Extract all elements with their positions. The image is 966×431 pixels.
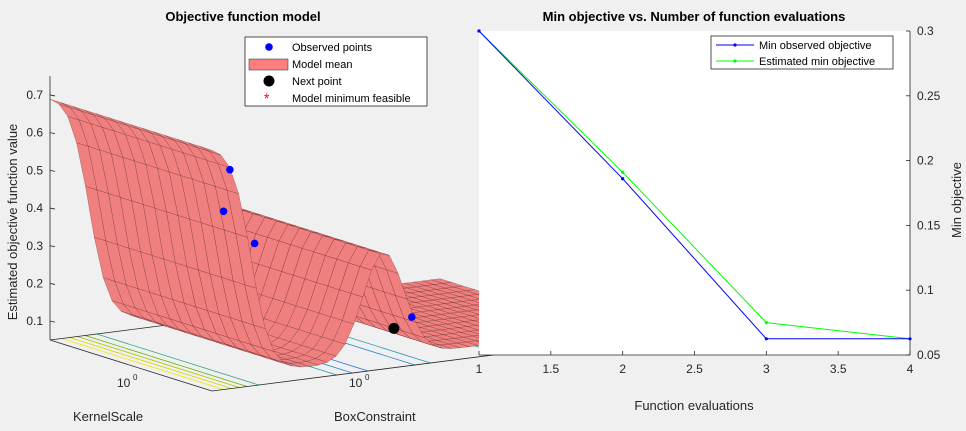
y-tick-label: 0.1: [917, 283, 934, 297]
legend-label-model-minimum: Model minimum feasible: [292, 93, 411, 105]
observed-point: [408, 313, 416, 321]
z-tick-mark: [49, 207, 56, 210]
legend-label-observed: Observed points: [292, 42, 373, 54]
y-axis-label: Min objective: [949, 162, 964, 238]
y-tick-boxconstraint: 10 0: [349, 373, 370, 390]
observed-points-marker: [265, 43, 273, 51]
series-point: [621, 177, 625, 181]
series-point: [477, 29, 481, 33]
legend-label-min-observed: Min observed objective: [759, 40, 872, 52]
observed-points: [219, 165, 416, 334]
y-tick-label: 0.2: [917, 154, 934, 168]
y-tick-label: 0.05: [917, 348, 941, 362]
legend-box: [710, 35, 894, 70]
observed-point: [226, 165, 234, 174]
contour-line: [69, 337, 232, 389]
x-tick-label: 3: [763, 362, 770, 376]
series-line: [478, 30, 911, 340]
line-plot-legend: Min observed objective Estimated min obj…: [710, 35, 894, 70]
model-minimum-star-icon: *: [264, 90, 270, 106]
legend-label-model-mean: Model mean: [292, 59, 353, 71]
surface-legend: Observed points Model mean Next point * …: [244, 36, 428, 107]
y-axis-label: BoxConstraint: [334, 409, 416, 424]
contour-line: [84, 335, 248, 387]
z-tick-label: 0.4: [26, 201, 43, 215]
legend-marker-min-observed: [733, 43, 737, 47]
line-plot-title: Min objective vs. Number of function eva…: [543, 9, 846, 24]
y-tick-label: 0.15: [917, 218, 941, 232]
x-tick-label: 3.5: [830, 362, 847, 376]
surface-plot: Objective function model 0.1 0.2 0.3 0.4 0.5…: [5, 9, 603, 424]
x-axis-ticks: 1 1.5 2 2.5 3 3.5 4: [476, 351, 914, 376]
legend-label-next-point: Next point: [292, 76, 342, 88]
z-tick-label: 0.2: [26, 276, 43, 290]
plot-area: [479, 31, 910, 355]
z-tick-mark: [49, 245, 56, 248]
y-tick-label: 0.25: [917, 89, 941, 103]
legend-marker-estimated-min: [733, 59, 737, 63]
observed-point: [250, 239, 259, 248]
z-tick-mark: [49, 132, 56, 135]
x-tick-label: 2: [619, 362, 626, 376]
y-tick-exponent: 0: [365, 373, 370, 382]
min-objective-plot: Min objective vs. Number of function eva…: [476, 9, 964, 413]
series-point: [764, 337, 768, 341]
x-axis-label: KernelScale: [73, 409, 143, 424]
y-axis-ticks: 0.05 0.1 0.15 0.2 0.25 0.3: [906, 24, 941, 362]
z-tick-label: 0.3: [26, 239, 43, 253]
y-tick-label: 10: [349, 376, 363, 390]
series-lines: [477, 29, 912, 341]
surface-patch: [200, 146, 221, 156]
x-axis-label: Function evaluations: [634, 398, 754, 413]
z-tick-label: 0.5: [26, 163, 43, 177]
x-tick-label: 10: [117, 376, 131, 390]
legend-label-estimated-min: Estimated min objective: [759, 56, 875, 68]
legend-box: [244, 36, 428, 107]
surface-plot-title: Objective function model: [165, 9, 320, 24]
x-tick-label: 1: [476, 362, 483, 376]
z-axis-ticks: 0.1 0.2 0.3 0.4 0.5 0.6 0.7: [26, 88, 56, 328]
z-tick-mark: [49, 320, 56, 323]
observed-point: [219, 207, 228, 216]
x-tick-exponent: 0: [133, 373, 138, 382]
z-tick-mark: [49, 169, 56, 172]
contour-line: [96, 333, 259, 386]
series-point: [621, 170, 625, 174]
series-point: [764, 321, 768, 325]
y-tick-label: 0.3: [917, 24, 934, 38]
x-tick-kernelscale: 10 0: [117, 373, 138, 390]
x-tick-label: 1.5: [542, 362, 559, 376]
z-tick-label: 0.7: [26, 88, 43, 102]
z-tick-mark: [49, 94, 56, 97]
contour-line: [77, 336, 240, 388]
model-mean-patch: [248, 58, 289, 71]
series-point: [908, 337, 912, 341]
z-tick-mark: [49, 283, 56, 285]
x-tick-label: 2.5: [686, 362, 703, 376]
next-point-marker: [263, 75, 275, 87]
z-tick-label: 0.1: [26, 314, 43, 328]
contour-line: [61, 338, 224, 390]
z-tick-label: 0.6: [26, 126, 43, 140]
model-mean-surface: [49, 99, 603, 368]
x-tick-label: 4: [907, 362, 914, 376]
z-axis-label: Estimated objective function value: [5, 124, 20, 321]
series-line: [478, 30, 910, 340]
next-point: [388, 322, 400, 334]
